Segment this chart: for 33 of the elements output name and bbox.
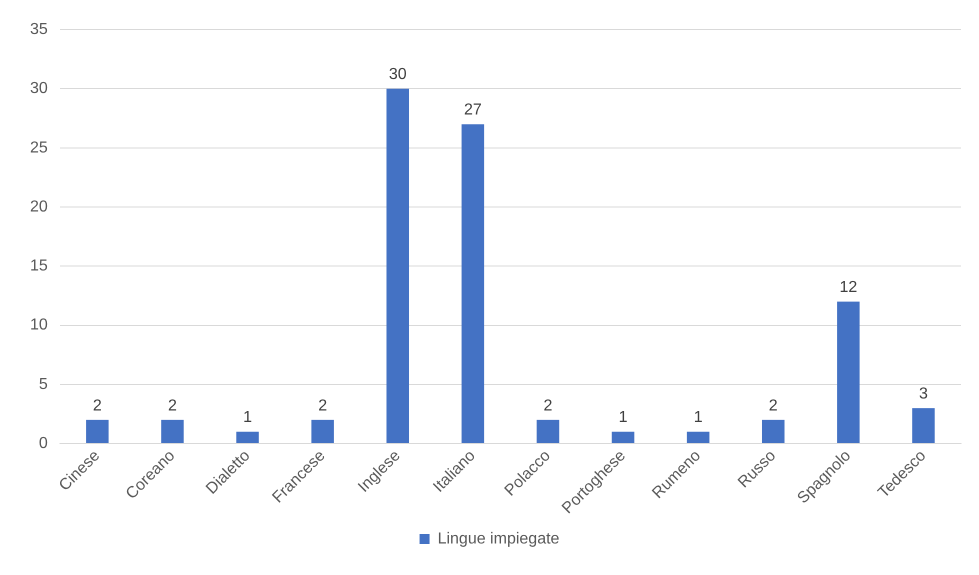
y-tick-label: 30 [30, 80, 48, 98]
data-label: 1 [243, 409, 252, 426]
bar [837, 302, 860, 444]
data-label: 2 [92, 397, 102, 414]
data-label: 2 [168, 397, 177, 414]
bar [161, 420, 184, 444]
y-tick-label: 20 [30, 198, 48, 216]
data-label: 3 [918, 385, 928, 402]
data-label: 2 [543, 397, 552, 414]
bar [386, 88, 410, 444]
y-tick-label: 35 [30, 21, 48, 38]
bar [236, 432, 259, 444]
data-label: 27 [464, 102, 482, 119]
bar [536, 420, 560, 444]
bar [912, 408, 935, 444]
data-label: 1 [694, 409, 703, 426]
data-label: 12 [839, 279, 858, 296]
y-tick-label: 10 [30, 316, 48, 334]
bar [86, 420, 109, 444]
bar [762, 420, 785, 444]
data-label: 2 [318, 397, 328, 414]
bar [462, 124, 484, 444]
y-tick-label: 25 [30, 139, 48, 156]
y-tick-label: 5 [38, 376, 48, 393]
bar [311, 420, 334, 444]
legend-label: Lingue impiegate [438, 530, 560, 548]
y-tick-label: 0 [38, 434, 48, 452]
data-label: 30 [388, 66, 407, 84]
bar [612, 432, 634, 444]
y-tick-label: 15 [30, 258, 48, 275]
data-label: 1 [618, 409, 628, 426]
bar [686, 432, 710, 444]
data-label: 2 [768, 397, 778, 414]
